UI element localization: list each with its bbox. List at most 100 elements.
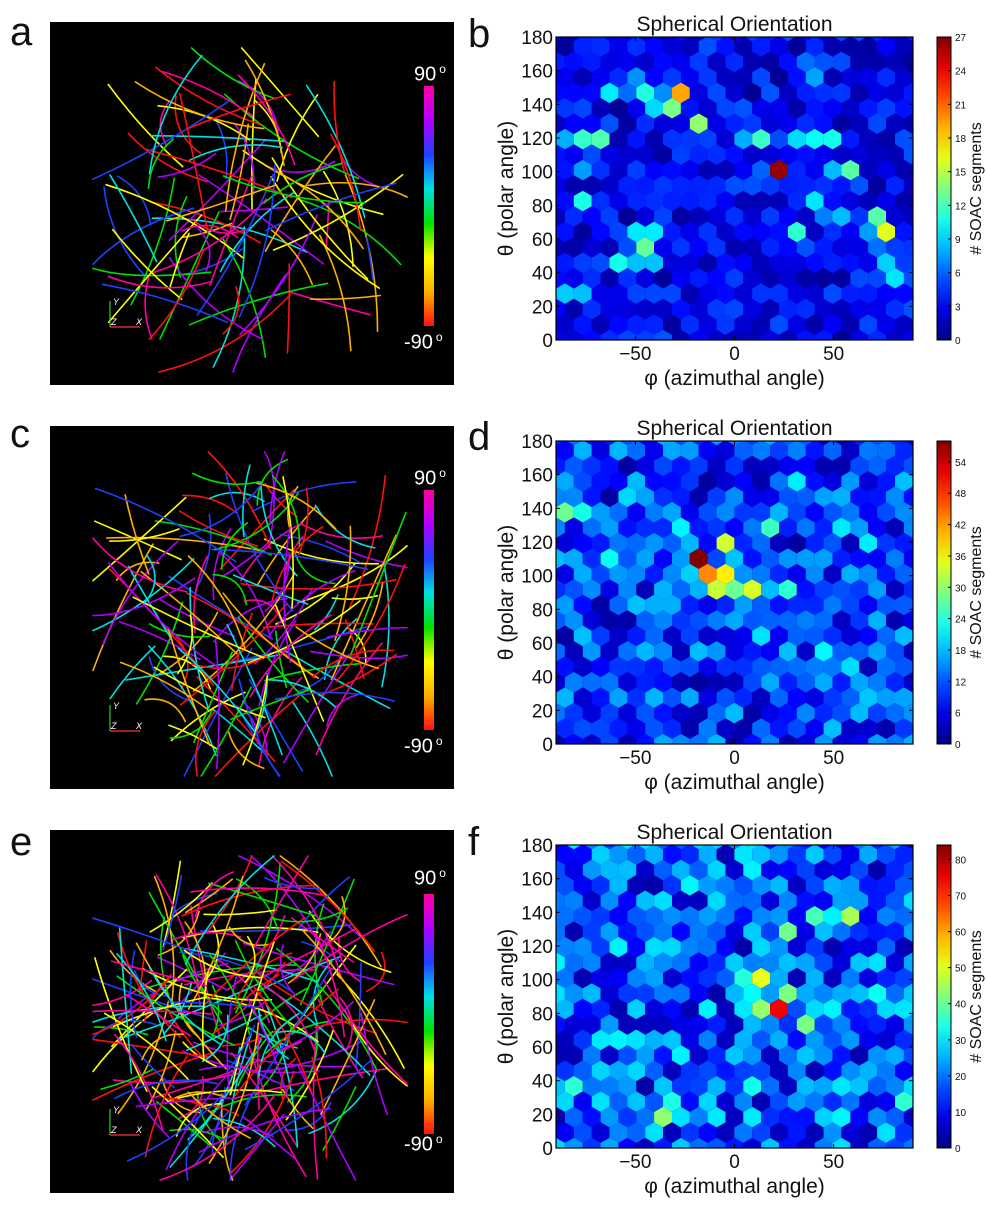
hexbin-cell: [886, 1045, 904, 1066]
fiber-segment: [242, 149, 384, 215]
hexbin-cell: [707, 329, 726, 340]
hexbin-cell: [868, 1137, 886, 1148]
hexbin-cell: [573, 221, 592, 243]
hexbin-cell: [609, 625, 628, 647]
hexbin-cell: [619, 37, 635, 42]
hexbin-cell: [912, 910, 913, 922]
fiber-segment: [228, 731, 265, 769]
hexbin-cell: [895, 656, 913, 678]
hexbin-cell: [564, 610, 583, 631]
hexbin-cell: [895, 345, 913, 366]
y-tick-label: 140: [521, 499, 553, 520]
hexbin-cell: [556, 983, 565, 1004]
fiber-segment: [234, 988, 339, 1097]
fiber-segment: [94, 487, 237, 563]
fiber-segment: [365, 951, 386, 992]
hexbin-cell: [912, 1065, 913, 1077]
hexbin-cell: [716, 283, 735, 304]
hexbin-cell: [895, 1091, 913, 1112]
hexbin-cell: [556, 283, 574, 304]
hexbin-cell: [779, 579, 797, 600]
hexbin-cell: [707, 1014, 726, 1035]
hexbin-cell: [868, 702, 886, 724]
hexbin-cell: [725, 329, 744, 340]
hexbin-cell: [779, 1106, 797, 1128]
hexbin-cell: [869, 845, 885, 850]
hexbin-cell: [707, 579, 726, 600]
hexbin-cell: [707, 983, 726, 1004]
hexbin-cell: [680, 128, 699, 150]
fiber-segment: [249, 614, 332, 698]
fiber-segment: [366, 236, 374, 280]
hexbin-cell: [743, 1137, 762, 1148]
fiber-segment: [308, 1069, 378, 1135]
hexbin-cell: [689, 206, 708, 227]
hexbin-cell: [850, 206, 869, 227]
hexbin-cell: [627, 221, 646, 243]
hexbin-cell: [886, 329, 904, 340]
hexbin-cell: [805, 314, 824, 335]
hexbin-cell: [564, 733, 583, 744]
fiber-segment: [175, 1102, 222, 1137]
fiber-segment: [152, 201, 261, 244]
hexbin-cell: [859, 687, 878, 708]
hexbin-cell: [672, 1106, 690, 1128]
hexbin-cell: [798, 845, 814, 850]
hexbin-cell: [573, 718, 592, 739]
fiber-segment: [226, 972, 238, 1097]
hexbin-cell: [779, 175, 797, 196]
hexbin-cell: [787, 159, 806, 181]
fiber-segment: [279, 855, 382, 968]
hexbin-cell: [627, 875, 646, 896]
hexbin-cell: [725, 206, 744, 227]
hexbin-cell: [556, 687, 574, 708]
fiber-segment: [209, 491, 265, 502]
fiber-segment: [158, 70, 255, 118]
hexbin-cell: [556, 37, 564, 42]
hexbin-cell: [779, 548, 797, 569]
fiber-segment: [211, 961, 286, 1035]
hexbin-cell: [752, 875, 771, 896]
hexbin-cell: [912, 41, 913, 52]
hexbin-cell: [743, 1106, 762, 1128]
hexbin-cell: [895, 221, 913, 243]
hexbin-cell: [716, 67, 735, 88]
hexbin-cell: [707, 610, 726, 631]
fiber-segment: [116, 975, 236, 1046]
hexbin-cell: [672, 579, 690, 600]
hexbin-cell: [582, 579, 601, 600]
hexbin-cell: [912, 102, 913, 114]
colorbar-tick-label: 70: [955, 892, 967, 903]
hexbin-cell: [725, 113, 744, 134]
hexbin-cell: [672, 733, 690, 744]
fiber-segment: [157, 910, 200, 956]
hexbin-cell: [841, 221, 860, 243]
hexbin-cell: [556, 656, 574, 678]
hexbin-cell: [895, 67, 913, 88]
hexbin-cell: [573, 314, 592, 335]
hexbin-cell: [636, 641, 655, 662]
hexbin-cell: [887, 441, 903, 446]
hexbin-cell: [859, 501, 878, 523]
fiber-segment: [297, 545, 408, 604]
hexbin-cell: [734, 625, 753, 647]
hexbin-cell: [859, 1122, 878, 1143]
hexbin-cell: [823, 998, 842, 1020]
hexbin-cell: [912, 476, 913, 487]
hexbin-cell: [609, 1122, 628, 1143]
fiber-segment: [158, 293, 292, 373]
fiber-segment: [326, 694, 359, 727]
hexbin-cell: [618, 329, 637, 340]
hexbin-cell: [912, 1034, 913, 1046]
hexbin-cell: [707, 51, 726, 73]
hexbin-cell: [716, 905, 735, 927]
hexbin-cell: [556, 51, 565, 73]
hexbin-cell: [591, 97, 610, 119]
fiber-segment: [148, 54, 203, 175]
hexbin-cell: [573, 37, 592, 57]
fiber-segment: [264, 145, 336, 252]
hexbin-cell: [645, 936, 663, 958]
hexbin-cell: [556, 252, 574, 274]
hexbin-cell: [707, 859, 726, 881]
hexbin-cell: [564, 267, 583, 289]
